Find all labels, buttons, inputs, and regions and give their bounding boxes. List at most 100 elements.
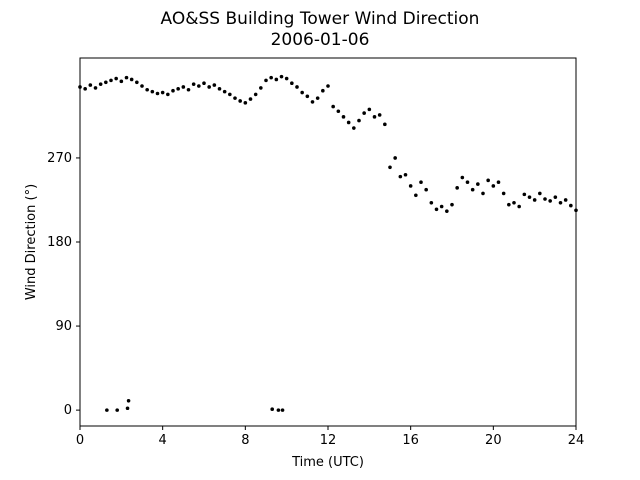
data-point <box>145 87 149 92</box>
data-point <box>119 79 124 84</box>
data-point <box>543 197 547 201</box>
data-point <box>377 113 382 117</box>
x-tick-label: 20 <box>485 433 502 448</box>
data-point <box>569 203 573 208</box>
data-point <box>367 107 372 112</box>
data-point <box>538 191 542 196</box>
data-point <box>105 408 109 412</box>
data-point <box>259 86 263 90</box>
data-point <box>186 87 191 92</box>
data-point <box>532 198 537 202</box>
data-point <box>269 75 273 80</box>
data-point <box>352 126 356 130</box>
data-point <box>548 199 552 203</box>
data-point <box>491 184 496 188</box>
data-point <box>517 204 521 209</box>
data-point <box>290 81 294 86</box>
data-point <box>450 202 454 207</box>
data-point <box>300 90 304 95</box>
data-point <box>486 178 490 183</box>
data-point <box>248 97 253 101</box>
data-point <box>270 407 275 411</box>
y-tick-label: 270 <box>47 151 72 166</box>
chart-subtitle: 2006-01-06 <box>271 30 370 50</box>
data-point <box>362 111 366 115</box>
data-point <box>558 200 563 205</box>
data-point <box>439 204 444 209</box>
data-point <box>357 118 361 123</box>
data-point <box>150 89 155 94</box>
data-point <box>341 115 346 119</box>
data-point <box>212 83 217 87</box>
data-point <box>460 175 465 180</box>
data-point <box>160 90 165 95</box>
data-point <box>398 174 403 179</box>
data-point <box>115 408 119 412</box>
data-point <box>403 172 408 177</box>
data-point <box>222 89 227 94</box>
data-point <box>166 92 170 97</box>
data-point <box>253 92 258 97</box>
data-point <box>419 180 423 185</box>
data-point <box>176 87 180 91</box>
data-point <box>83 87 87 91</box>
data-point <box>507 202 511 207</box>
data-point <box>501 191 506 196</box>
data-point <box>295 85 299 89</box>
y-tick-label: 180 <box>47 235 72 250</box>
data-point <box>372 115 377 119</box>
data-point <box>315 96 320 100</box>
x-tick-label: 16 <box>402 433 419 448</box>
data-point <box>424 187 428 192</box>
data-point <box>197 84 201 88</box>
data-point <box>155 91 160 96</box>
data-point <box>284 76 289 81</box>
x-tick-label: 8 <box>241 433 249 448</box>
y-tick-label: 90 <box>55 319 72 334</box>
data-point <box>140 84 144 88</box>
x-tick-label: 24 <box>568 433 585 448</box>
data-point <box>527 195 532 199</box>
data-point <box>496 180 501 185</box>
data-point <box>280 408 285 412</box>
data-point <box>331 104 335 109</box>
y-axis-label: Wind Direction (°) <box>24 184 39 300</box>
data-point <box>181 85 186 89</box>
data-point <box>553 195 558 199</box>
data-point <box>445 209 449 213</box>
x-axis-label: Time (UTC) <box>291 455 364 470</box>
data-point <box>346 120 351 125</box>
data-point <box>78 85 82 89</box>
data-point <box>202 81 206 86</box>
data-point <box>414 193 418 198</box>
data-point <box>191 82 196 86</box>
data-point <box>274 77 279 82</box>
data-point <box>125 406 130 411</box>
data-point <box>574 208 578 213</box>
data-point <box>434 207 439 212</box>
data-point <box>388 165 392 170</box>
data-point <box>393 156 397 160</box>
x-tick-label: 12 <box>320 433 337 448</box>
data-point <box>114 76 118 81</box>
chart-title: AO&SS Building Tower Wind Direction <box>161 9 480 29</box>
data-point <box>207 85 211 89</box>
data-point <box>238 99 242 103</box>
data-point <box>233 96 237 100</box>
x-tick-label: 4 <box>159 433 167 448</box>
x-tick-label: 0 <box>76 433 84 448</box>
data-point <box>276 408 281 412</box>
data-point <box>88 83 93 87</box>
data-point <box>104 80 108 85</box>
data-point <box>217 87 222 91</box>
data-point <box>264 78 268 83</box>
data-point <box>465 180 470 185</box>
data-point <box>455 186 459 190</box>
data-point <box>429 200 434 205</box>
data-point <box>512 200 516 205</box>
data-point <box>171 88 175 93</box>
data-point <box>124 75 129 80</box>
data-point <box>476 182 480 186</box>
data-point <box>470 187 475 192</box>
